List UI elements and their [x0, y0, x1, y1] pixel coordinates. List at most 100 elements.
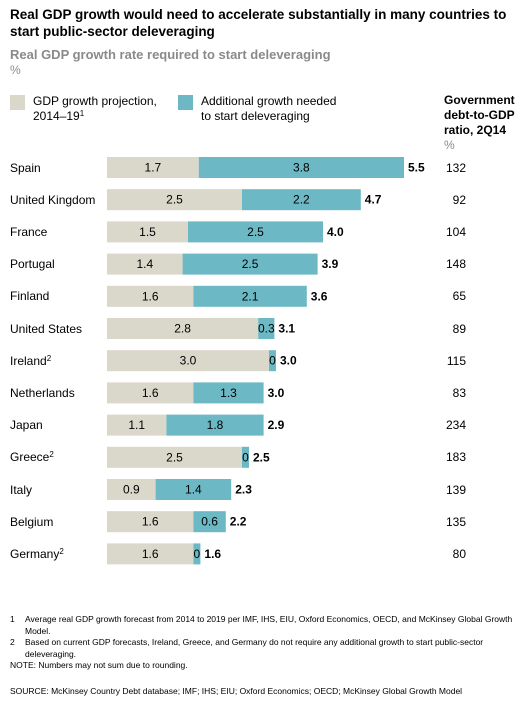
country-label-0: Spain [10, 161, 41, 175]
gov-debt-value-8: 234 [445, 418, 466, 433]
country-label-3: Portugal [10, 257, 55, 271]
label-additional-9: 0 [242, 450, 249, 464]
country-name-7: Netherlands [10, 385, 75, 400]
bar-additional-2 [188, 221, 323, 243]
label-projection-11: 1.6 [142, 515, 159, 529]
label-projection-3: 1.4 [136, 257, 153, 271]
gov-debt-value-10: 139 [445, 482, 466, 497]
label-additional-11: 0.6 [201, 515, 218, 529]
country-footnote-12: 2 [59, 546, 64, 556]
country-label-9: Greece2 [10, 450, 54, 464]
country-label-7: Netherlands [10, 386, 75, 400]
country-label-8: Japan [10, 418, 43, 432]
legend-swatch-additional [178, 95, 193, 110]
footnote-1-num: 1 [10, 614, 15, 624]
label-projection-7: 1.6 [142, 386, 159, 400]
bar-projection-3 [107, 253, 183, 275]
gov-debt-value-12: 80 [452, 546, 466, 561]
bar-projection-2 [107, 221, 188, 243]
label-total-12: 1.6 [204, 547, 221, 561]
bar-additional-0 [198, 157, 404, 178]
bar-additional-10 [155, 479, 232, 500]
label-total-9: 2.5 [253, 450, 270, 464]
legend-projection-sup: 1 [79, 109, 85, 118]
note: NOTE: Numbers may not sum due to roundin… [10, 660, 188, 670]
bar-projection-10 [107, 479, 156, 500]
gov-debt-value-6: 115 [446, 353, 466, 368]
label-total-7: 3.0 [268, 386, 285, 400]
legend-projection-line2: 2014–191 [33, 109, 157, 124]
bar-projection-12 [107, 543, 194, 565]
gov-debt-value-3: 148 [445, 257, 466, 272]
bar-additional-3 [182, 253, 318, 275]
country-label-2: France [10, 225, 47, 239]
chart-title: Real GDP growth would need to accelerate… [10, 7, 507, 39]
bar-additional-7 [193, 382, 264, 404]
country-name-4: Finland [10, 289, 50, 304]
label-projection-9: 2.5 [166, 450, 183, 464]
label-projection-6: 3.0 [180, 354, 197, 368]
footnote-1-text: Average real GDP growth forecast from 20… [25, 614, 513, 636]
label-total-4: 3.6 [311, 289, 328, 303]
label-additional-4: 2.1 [242, 289, 259, 303]
label-additional-6: 0 [269, 354, 276, 368]
gov-debt-value-1: 92 [452, 192, 466, 207]
gov-debt-value-11: 135 [445, 514, 466, 529]
label-additional-8: 1.8 [207, 418, 224, 432]
bar-projection-4 [107, 285, 194, 307]
label-projection-10: 0.9 [123, 483, 140, 497]
label-total-11: 2.2 [230, 515, 247, 529]
label-additional-7: 1.3 [220, 386, 237, 400]
gov-debt-value-7: 83 [452, 385, 466, 400]
label-projection-12: 1.6 [142, 547, 159, 561]
legend-label-projection: GDP growth projection, 2014–191 [33, 94, 157, 124]
country-name-12: Germany [10, 546, 60, 561]
bar-additional-11 [193, 511, 226, 533]
bar-additional-9 [242, 446, 249, 468]
bar-projection-9 [107, 446, 242, 468]
bar-additional-1 [242, 189, 361, 211]
label-total-1: 4.7 [365, 193, 382, 207]
bar-additional-5 [258, 318, 275, 339]
label-total-5: 3.1 [278, 322, 295, 336]
country-name-2: France [10, 224, 48, 239]
gov-debt-value-2: 104 [445, 224, 466, 239]
gov-debt-value-0: 132 [445, 160, 466, 175]
bar-projection-0 [107, 157, 199, 178]
bar-projection-1 [107, 189, 242, 211]
footnote-2: 2 Based on current GDP forecasts, Ireland… [10, 637, 515, 660]
legend-swatch-projection [10, 95, 25, 110]
label-projection-5: 2.8 [174, 322, 191, 336]
label-additional-0: 3.8 [293, 161, 310, 175]
country-name-1: United Kingdom [10, 192, 96, 207]
label-projection-0: 1.7 [145, 161, 162, 175]
gov-debt-value-5: 89 [452, 321, 466, 336]
label-additional-10: 1.4 [185, 483, 202, 497]
gov-debt-unit: % [444, 138, 455, 152]
label-projection-2: 1.5 [139, 225, 156, 239]
country-name-9: Greece [10, 450, 50, 465]
bar-additional-4 [193, 285, 307, 307]
gov-debt-value-9: 183 [445, 450, 466, 465]
country-name-6: Ireland [10, 353, 47, 368]
label-total-6: 3.0 [280, 354, 297, 368]
label-projection-4: 1.6 [142, 289, 159, 303]
legend-additional-line1: Additional growth needed [201, 94, 337, 108]
legend-additional-line2: to start deleveraging [201, 109, 310, 123]
label-additional-3: 2.5 [242, 257, 259, 271]
gov-debt-header-line2: debt-to-GDP [444, 108, 515, 122]
country-label-10: Italy [10, 483, 32, 497]
gov-debt-header-line1: Government [444, 93, 515, 107]
footnote-2-text: Based on current GDP forecasts, Ireland,… [25, 637, 484, 659]
gov-debt-header: Government debt-to-GDP ratio, 2Q14 [444, 93, 515, 138]
label-total-0: 5.5 [408, 161, 425, 175]
footnotes: 1 Average real GDP growth forecast from 2… [10, 614, 515, 672]
country-label-1: United Kingdom [10, 193, 95, 207]
gov-debt-value-4: 65 [452, 289, 466, 304]
country-label-6: Ireland2 [10, 354, 51, 368]
country-footnote-6: 2 [46, 353, 52, 363]
country-label-4: Finland [10, 289, 49, 303]
country-name-3: Portugal [10, 257, 55, 272]
label-additional-1: 2.2 [293, 193, 310, 207]
label-total-2: 4.0 [327, 225, 344, 239]
